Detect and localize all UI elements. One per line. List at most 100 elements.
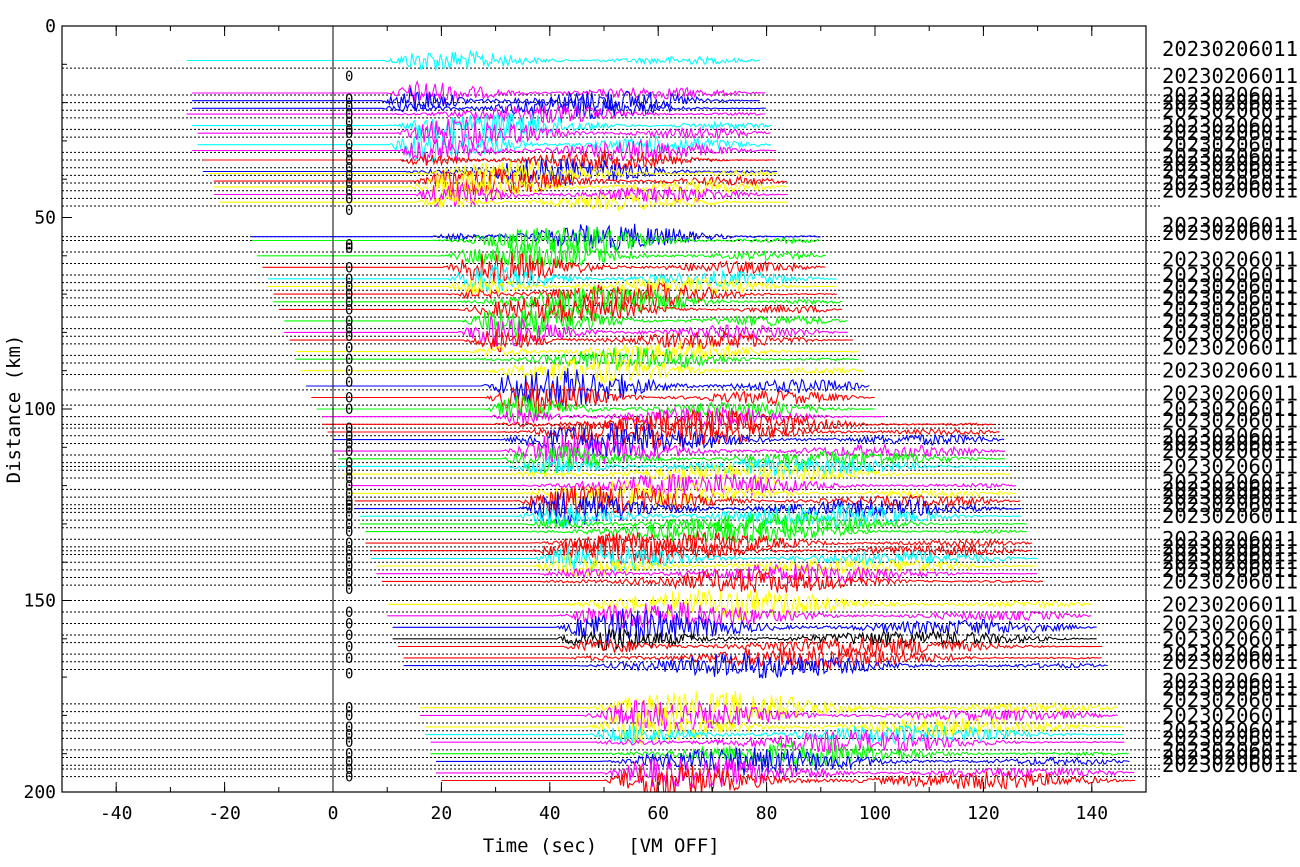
seismogram-trace [305,368,870,407]
pick-marker: 0 [345,463,353,479]
pick-marker: 0 [345,471,353,487]
pick-marker: 0 [345,352,353,368]
seismogram-trace [333,435,1006,467]
station-label: 20230206011 [1162,477,1298,501]
x-tick-label: 60 [647,803,669,824]
pick-marker: 0 [345,99,353,115]
pick-marker: 0 [345,203,353,219]
station-label: 20230206011 [1162,382,1298,406]
pick-marker: 0 [345,260,353,276]
station-label: 20230206011 [1162,179,1298,203]
pick-marker: 0 [345,421,353,437]
seismogram-trace [430,729,1125,754]
station-label: 20230206011 [1162,569,1298,593]
pick-marker: 0 [345,92,353,108]
pick-marker: 0 [345,302,353,318]
station-label: 20230206011 [1162,297,1298,321]
station-label: 20230206011 [1162,550,1298,574]
pick-marker: 0 [345,429,353,445]
seismogram-trace [311,381,875,416]
pick-marker: 0 [345,728,353,744]
station-label: 20230206011 [1162,454,1298,478]
pick-marker: 0 [345,666,353,682]
seismogram-trace [436,757,1135,789]
seismogram-trace [268,263,837,294]
pick-marker: 0 [345,295,353,311]
seismogram-trace [376,563,1037,584]
pick-marker: 0 [345,582,353,598]
x-tick-label: 40 [539,803,561,824]
station-label: 20230206011 [1162,263,1298,287]
seismogram-trace [284,316,848,347]
seismogram-trace [425,724,1124,746]
seismogram-trace [338,445,1005,476]
seismogram-trace [354,491,1022,528]
x-tick-label: -40 [100,803,133,824]
seismogram-trace [349,473,1017,498]
x-tick-label: 80 [756,803,778,824]
seismogram-trace [251,226,821,256]
station-label: 20230206011 [1162,558,1298,582]
station-label: 20230206011 [1162,274,1298,298]
x-tick-label: 20 [431,803,453,824]
pick-marker: 0 [345,509,353,525]
seismogram-trace [360,504,1022,529]
seismogram-trace [295,341,859,363]
pick-marker: 0 [345,168,353,184]
station-label: 20230206011 [1162,703,1298,727]
y-axis-title: Distance (km) [3,335,25,484]
station-label: 20230206011 [1162,114,1298,138]
station-label: 20230206011 [1162,248,1298,272]
y-axis-ticks: 0 50 100 150 200 [23,16,72,803]
seismogram-trace [192,111,772,140]
pick-marker: 0 [345,456,353,472]
pick-marker: 0 [345,364,353,380]
seismogram-trace [398,637,1103,658]
pick-marker: 0 [345,184,353,200]
station-label: 20230206011 [1162,738,1298,762]
seismogram-trace [327,415,1000,449]
y-tick-label: 100 [23,399,56,420]
station-label: 20230206011 [1162,726,1298,750]
pick-marker: 0 [345,69,353,85]
station-label: 20230206011 [1162,286,1298,310]
station-label: 20230206011 [1162,359,1298,383]
station-label: 20230206011 [1162,144,1298,168]
station-labels: 2023020601120230206011202302060112023020… [1162,37,1298,777]
seismogram-traces [186,49,1136,792]
pick-marker: 0 [345,551,353,567]
pick-marker: 0 [345,494,353,510]
x-tick-label: 0 [328,803,339,824]
seismogram-trace [387,589,1092,621]
pick-marker: 0 [345,498,353,514]
pick-marker: 0 [345,322,353,338]
x-axis-title: Time (sec) [483,835,597,857]
station-label: 20230206011 [1162,650,1298,674]
station-label: 20230206011 [1162,160,1298,184]
seismogram-trace [349,478,1016,508]
station-label: 20230206011 [1162,431,1298,455]
seismogram-trace [338,455,1011,478]
seismogram-trace [403,653,1108,679]
pick-marker: 0 [345,314,353,330]
seismogram-trace [251,223,821,252]
seismogram-trace [202,149,777,171]
station-label: 20230206011 [1162,669,1298,693]
pick-marker: 0 [345,486,353,502]
station-label: 20230206011 [1162,336,1298,360]
pick-marker: 0 [345,375,353,391]
y-tick-label: 0 [45,16,56,37]
pick-marker: 0 [345,567,353,583]
station-label: 20230206011 [1162,677,1298,701]
pick-marker: 0 [345,272,353,288]
x-tick-label: 140 [1076,803,1109,824]
pick-marker: 0 [345,720,353,736]
pick-marker: 0 [345,754,353,770]
y-tick-label: 200 [23,782,56,803]
station-label: 20230206011 [1162,91,1298,115]
station-label: 20230206011 [1162,493,1298,517]
x-axis-ticks: -40 -20 0 20 40 60 80 100 120 140 [61,26,1147,824]
seismogram-trace [278,296,843,323]
pick-marker: 0 [345,628,353,644]
seismogram-trace [273,284,843,317]
